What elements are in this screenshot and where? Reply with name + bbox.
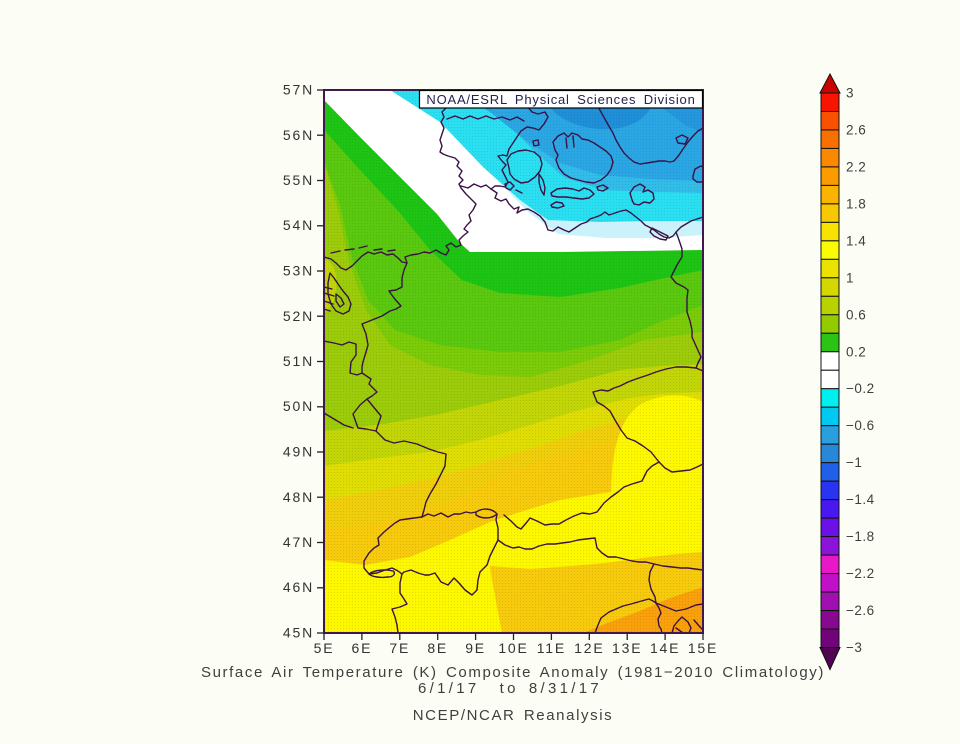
svg-text:11E: 11E — [537, 640, 566, 656]
svg-text:−2.2: −2.2 — [846, 566, 875, 581]
svg-text:6E: 6E — [352, 640, 373, 656]
svg-text:7E: 7E — [389, 640, 410, 656]
svg-text:46N: 46N — [283, 579, 314, 595]
svg-text:14E: 14E — [650, 640, 680, 656]
svg-text:15E: 15E — [688, 640, 718, 656]
svg-text:57N: 57N — [283, 82, 314, 98]
svg-text:54N: 54N — [283, 217, 314, 233]
svg-text:55N: 55N — [283, 172, 314, 188]
svg-text:53N: 53N — [283, 263, 314, 279]
svg-text:3: 3 — [846, 86, 854, 101]
svg-text:0.2: 0.2 — [846, 344, 866, 359]
svg-text:9E: 9E — [465, 640, 486, 656]
svg-text:−1: −1 — [846, 455, 862, 470]
svg-text:50N: 50N — [283, 398, 314, 414]
svg-text:−0.2: −0.2 — [846, 381, 875, 396]
svg-text:−0.6: −0.6 — [846, 418, 875, 433]
svg-text:1.4: 1.4 — [846, 233, 866, 248]
svg-text:1: 1 — [846, 270, 854, 285]
svg-text:−1.8: −1.8 — [846, 529, 875, 544]
svg-text:52N: 52N — [283, 308, 314, 324]
svg-text:Surface Air Temperature (K) Co: Surface Air Temperature (K) Composite An… — [201, 664, 825, 681]
svg-text:6/1/17 to 8/31/17: 6/1/17 to 8/31/17 — [418, 680, 602, 697]
svg-text:0.6: 0.6 — [846, 307, 866, 322]
svg-text:5E: 5E — [314, 640, 335, 656]
svg-text:49N: 49N — [283, 444, 314, 460]
svg-text:−3: −3 — [846, 640, 862, 655]
svg-text:−2.6: −2.6 — [846, 603, 875, 618]
svg-text:NCEP/NCAR Reanalysis: NCEP/NCAR Reanalysis — [413, 707, 613, 724]
svg-text:12E: 12E — [574, 640, 604, 656]
svg-text:47N: 47N — [283, 534, 314, 550]
svg-text:51N: 51N — [283, 353, 314, 369]
svg-text:2.2: 2.2 — [846, 159, 866, 174]
svg-text:1.8: 1.8 — [846, 196, 866, 211]
svg-text:8E: 8E — [427, 640, 448, 656]
svg-text:45N: 45N — [283, 625, 314, 641]
svg-text:2.6: 2.6 — [846, 123, 866, 138]
svg-text:NOAA/ESRL Physical Sciences Di: NOAA/ESRL Physical Sciences Division — [426, 92, 695, 107]
svg-text:13E: 13E — [612, 640, 642, 656]
svg-text:56N: 56N — [283, 127, 314, 143]
svg-text:10E: 10E — [498, 640, 528, 656]
svg-text:48N: 48N — [283, 489, 314, 505]
svg-text:−1.4: −1.4 — [846, 492, 875, 507]
